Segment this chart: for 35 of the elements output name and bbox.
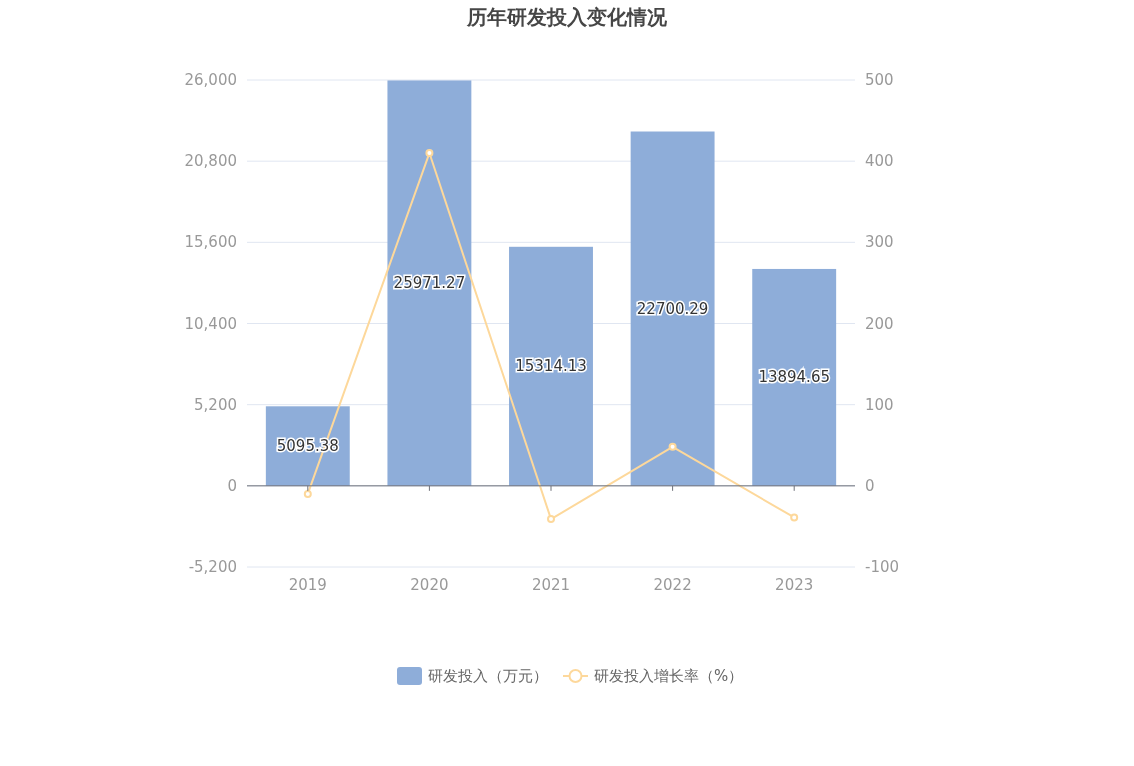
y-tick-label: 20,800 <box>184 152 237 171</box>
data-label: 25971.27 <box>393 274 466 293</box>
legend-label: 研发投入（万元） <box>428 667 548 685</box>
point <box>425 149 434 158</box>
data-label: 15314.13 <box>515 357 587 376</box>
data-label: 22700.29 <box>636 299 709 318</box>
y2-tick-label: 200 <box>865 314 894 333</box>
x-tick-label: 2019 <box>288 576 327 594</box>
bar <box>630 131 715 486</box>
point <box>547 515 555 524</box>
chart-title: 历年研发投入变化情况 <box>466 5 668 29</box>
point <box>668 442 677 451</box>
y-tick-label: 5,200 <box>194 395 237 414</box>
y-tick-label: -5,200 <box>188 558 237 576</box>
y-tick-label: 15,600 <box>184 233 237 252</box>
y2-tick-label: 100 <box>865 395 894 414</box>
x-tick-label: 2022 <box>653 576 692 594</box>
bar <box>509 246 593 486</box>
y2-tick-label: 500 <box>865 71 894 89</box>
y2-tick-label: 400 <box>865 152 894 171</box>
x-tick-label: 2020 <box>410 576 449 594</box>
y2-tick-label: 0 <box>865 476 875 495</box>
point <box>303 489 312 498</box>
y2-tick-label: -100 <box>865 558 900 576</box>
data-label: 13894.65 <box>758 368 830 387</box>
bar <box>752 268 837 486</box>
x-tick-label: 2023 <box>775 576 814 594</box>
bar <box>387 80 472 486</box>
y-tick-label: 10,400 <box>184 314 237 333</box>
y2-tick-label: 300 <box>865 233 894 252</box>
y-tick-label: 0 <box>227 476 237 495</box>
y-tick-label: 26,000 <box>184 71 237 89</box>
legend-label: 研发投入增长率（%） <box>594 667 744 685</box>
point <box>790 513 799 522</box>
x-tick-label: 2021 <box>531 576 571 594</box>
